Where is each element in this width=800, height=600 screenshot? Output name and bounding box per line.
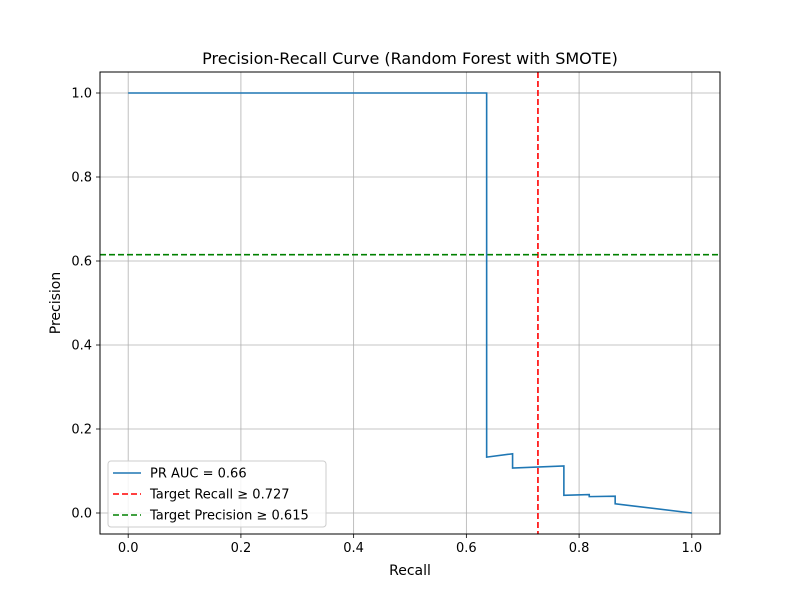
x-axis-ticks: 0.0 0.2 0.4 0.6 0.8 1.0	[118, 534, 702, 556]
x-tick-label: 0.8	[569, 541, 590, 556]
x-axis-label: Recall	[389, 563, 431, 579]
chart-title: Precision-Recall Curve (Random Forest wi…	[202, 49, 618, 68]
x-tick-label: 0.4	[343, 541, 364, 556]
x-tick-label: 0.0	[118, 541, 139, 556]
y-tick-label: 0.2	[71, 423, 92, 438]
y-tick-label: 0.6	[71, 255, 92, 270]
plot-frame	[99, 71, 721, 535]
legend: PR AUC = 0.66 Target Recall ≥ 0.727 Target…	[107, 460, 327, 528]
plot-background	[100, 72, 720, 534]
reference-lines	[100, 72, 720, 534]
x-tick-label: 0.6	[456, 541, 477, 556]
legend-box	[107, 460, 327, 528]
series-lines	[128, 92, 692, 514]
y-axis-label: Precision	[48, 272, 64, 334]
legend-label: Target Recall ≥ 0.727	[149, 488, 290, 503]
x-tick-label: 0.2	[231, 541, 252, 556]
legend-label: PR AUC = 0.66	[150, 467, 247, 482]
y-tick-label: 0.0	[71, 507, 92, 522]
y-tick-label: 1.0	[71, 87, 92, 102]
y-axis-ticks: 0.0 0.2 0.4 0.6 0.8 1.0	[71, 87, 100, 522]
y-tick-label: 0.4	[71, 339, 92, 354]
pr-curve-line	[128, 92, 692, 514]
y-tick-label: 0.8	[71, 171, 92, 186]
x-tick-label: 1.0	[681, 541, 702, 556]
legend-label: Target Precision ≥ 0.615	[149, 509, 309, 524]
plot-area	[99, 71, 721, 535]
